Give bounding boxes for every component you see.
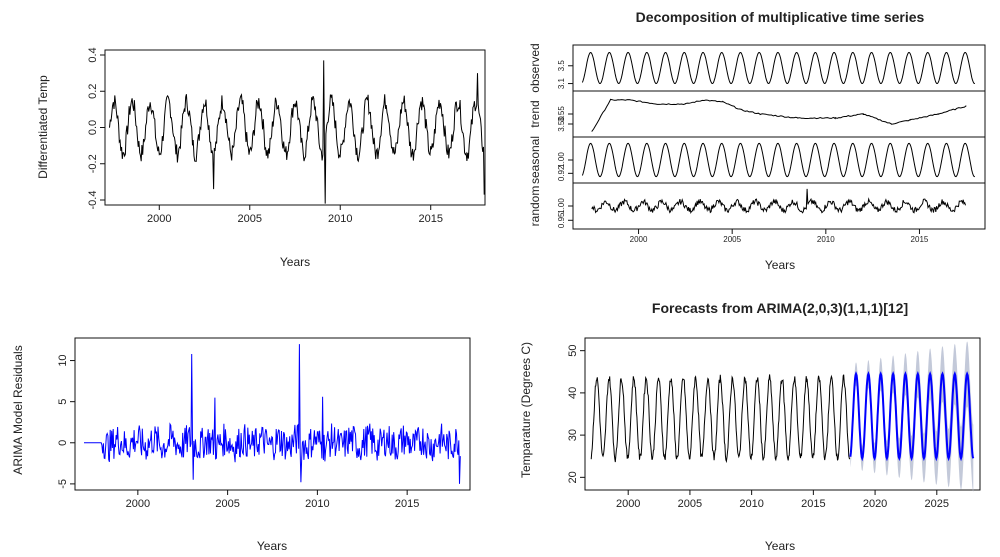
subplot-frame-trend (572, 90, 986, 138)
x-tick-label: 2010 (305, 498, 329, 510)
x-axis-label: Years (765, 539, 795, 553)
series-observed (581, 51, 975, 85)
x-tick-label: 2015 (911, 235, 929, 244)
subplot-label-random: random (528, 186, 542, 227)
x-tick-label: 2010 (817, 235, 835, 244)
panel-decomposition: Decomposition of multiplicative time ser… (528, 9, 986, 272)
y-tick-label: 10 (57, 354, 69, 366)
subplot-label-observed: observed (528, 43, 542, 92)
y-axis-label: Differentiated Temp (36, 75, 50, 179)
chart-title: Forecasts from ARIMA(2,0,3)(1,1,1)[12] (652, 300, 908, 316)
series-seasonal (581, 142, 975, 178)
y-tick-label: 40 (567, 387, 579, 399)
y-tick-label: 0.95 (557, 212, 566, 228)
x-tick-label: 2025 (925, 498, 949, 510)
y-tick-label: 30 (567, 429, 579, 441)
panel-arima-residuals: 2000 2005 2010 2015 -5 0 5 10 Years ARIMA Model… (11, 337, 471, 553)
x-tick-label: 2010 (328, 213, 352, 225)
y-tick-label: 0.4 (87, 47, 99, 62)
plot-frame (104, 49, 486, 206)
y-tick-label: 0.92 (557, 165, 566, 181)
x-tick-label: 2015 (801, 498, 825, 510)
x-tick-label: 2005 (723, 235, 741, 244)
series-residuals (84, 344, 461, 484)
y-tick-label: 1.00 (557, 198, 566, 214)
y-tick-label: 3.55 (557, 106, 566, 122)
x-tick-label: 2000 (126, 498, 150, 510)
y-tick-label: -0.2 (87, 154, 99, 173)
x-tick-label: 2000 (616, 498, 640, 510)
y-tick-label: 3.5 (557, 60, 566, 72)
panel-forecast: Forecasts from ARIMA(2,0,3)(1,1,1)[12] 2… (519, 300, 981, 553)
series-trend (591, 98, 967, 132)
x-axis-label: Years (280, 255, 310, 269)
chart-title: Decomposition of multiplicative time ser… (636, 9, 925, 25)
y-tick-label: -0.4 (87, 191, 99, 210)
panel-differentiated-temp: 2000 2005 2010 2015-0.4-0.20.00.20.4 Years … (36, 47, 486, 269)
x-tick-label: 2005 (678, 498, 702, 510)
y-tick-label: 3.1 (557, 77, 566, 89)
series-history (590, 374, 851, 464)
y-tick-label: 0.2 (87, 84, 99, 99)
y-tick-label: 0.0 (87, 120, 99, 135)
y-tick-label: 5 (57, 399, 69, 405)
series-differentiated-temp (109, 60, 485, 204)
x-tick-label: 2015 (395, 498, 419, 510)
y-axis-label: Temparature (Degrees C) (519, 342, 533, 478)
x-tick-label: 2000 (147, 213, 171, 225)
y-tick-label: 0 (57, 440, 69, 446)
x-tick-label: 2005 (215, 498, 239, 510)
x-tick-label: 2020 (863, 498, 887, 510)
x-axis-label: Years (257, 539, 287, 553)
plot-frame (74, 337, 471, 491)
subplot-label-trend: trend (528, 100, 542, 127)
forecast-interval-band (850, 341, 974, 492)
x-axis-label: Years (765, 258, 795, 272)
subplot-label-seasonal: seasonal (528, 136, 542, 184)
y-tick-label: -5 (57, 479, 69, 489)
y-tick-label: 3.50 (557, 116, 566, 132)
x-tick-label: 2005 (238, 213, 262, 225)
y-tick-label: 1.00 (557, 152, 566, 168)
series-forecast (849, 370, 975, 462)
x-tick-label: 2015 (418, 213, 442, 225)
y-axis-label: ARIMA Model Residuals (11, 345, 25, 474)
y-tick-label: 20 (567, 471, 579, 483)
x-tick-label: 2010 (739, 498, 763, 510)
y-tick-label: 50 (567, 345, 579, 357)
x-tick-label: 2000 (630, 235, 648, 244)
series-random (591, 188, 966, 214)
